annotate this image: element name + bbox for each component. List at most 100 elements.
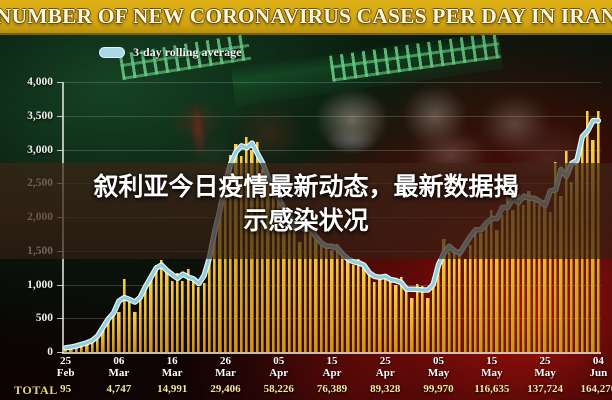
total-value: 4,747 [106, 383, 132, 395]
bar [117, 311, 121, 352]
y-tick [57, 284, 63, 286]
x-axis-tick-label: 25 Apr [375, 355, 395, 379]
gridline [63, 115, 601, 117]
total-value: 29,406 [210, 383, 241, 395]
y-tick [57, 82, 63, 83]
x-label-month: Mar [215, 366, 236, 379]
bar [436, 269, 441, 352]
title-bar: NUMBER OF NEW CORONAVIRUS CASES PER DAY … [0, 0, 612, 35]
y-axis-label: 4,000 [27, 76, 53, 88]
legend-label: 3-day rolling average [133, 45, 242, 59]
x-label-month: Apr [375, 366, 395, 379]
x-axis-tick-label: 26 Mar [215, 355, 236, 379]
bar [175, 272, 180, 352]
x-label-month: Jun [589, 366, 608, 379]
x-label-day: 16 [166, 355, 178, 367]
chart-legend: 3-day rolling average [99, 45, 241, 60]
bar [452, 248, 457, 352]
bar [415, 284, 419, 352]
x-label-day: 25 [539, 355, 551, 367]
x-axis-tick-label: 25 May [534, 355, 556, 379]
gridline [63, 82, 601, 83]
bar [79, 344, 84, 352]
bar [85, 342, 89, 352]
bar [207, 256, 212, 352]
overlay-band [0, 163, 612, 259]
bar [122, 279, 126, 352]
bar [325, 245, 329, 352]
bar [149, 279, 153, 352]
total-value: 76,389 [316, 383, 348, 395]
bar [468, 245, 473, 352]
x-label-day: 15 [486, 355, 498, 367]
bar [330, 249, 334, 352]
bar [197, 286, 201, 352]
total-value: 116,635 [474, 383, 510, 395]
totals-label: TOTAL [14, 383, 58, 397]
totals-row: TOTAL 95 4,747 14,991 29,406 58,226 76,389 89,… [0, 383, 612, 400]
x-axis-labels: 25 Feb 06 Mar 16 Mar 26 Mar 05 Apr 15 Apr 25 Apr 05 May… [57, 355, 607, 382]
y-axis-label: 1,000 [27, 278, 53, 291]
x-label-month: May [534, 366, 556, 379]
bar [399, 276, 403, 352]
bar [106, 315, 110, 352]
total-value: 95 [60, 383, 72, 395]
bar [404, 285, 409, 352]
overlay-headline-line1: 叙利亚今日疫情最新动态，最新数据揭 [93, 172, 519, 201]
bar [202, 282, 206, 352]
bar [420, 286, 425, 352]
bar [143, 287, 148, 352]
x-label-day: 05 [433, 355, 445, 367]
x-axis-tick-label: 06 Mar [109, 355, 130, 379]
y-axis-label: 3,000 [27, 143, 53, 156]
legend-swatch-icon [99, 47, 125, 58]
total-value: 14,991 [157, 383, 188, 395]
bar [154, 265, 158, 352]
x-axis-tick-label: 04 Jun [589, 355, 608, 379]
bar [319, 242, 323, 352]
x-label-month: May [427, 366, 450, 379]
bar [362, 264, 366, 352]
total-value: 58,226 [263, 383, 294, 395]
bar [165, 270, 169, 352]
x-label-day: 04 [592, 355, 604, 367]
bar [346, 261, 350, 352]
x-label-month: May [481, 366, 503, 379]
x-label-month: Feb [56, 366, 75, 379]
x-axis-tick-label: 05 Apr [269, 355, 288, 379]
total-value: 89,328 [370, 383, 401, 395]
bar [383, 274, 387, 352]
x-label-day: 06 [113, 355, 125, 367]
bar [191, 281, 196, 352]
bar [431, 286, 435, 352]
bar [372, 282, 377, 352]
bar [127, 301, 132, 352]
y-axis-label: 3,500 [27, 109, 53, 122]
bar [335, 243, 339, 352]
x-label-day: 25 [60, 355, 72, 367]
page-title: NUMBER OF NEW CORONAVIRUS CASES PER DAY … [0, 4, 612, 28]
bar [378, 275, 382, 352]
y-tick [57, 149, 63, 151]
bar [90, 341, 94, 352]
bar [181, 281, 185, 352]
x-axis-tick-label: 16 Mar [162, 355, 183, 379]
y-tick [57, 352, 63, 353]
bar [351, 264, 355, 352]
bar [447, 251, 451, 352]
total-value: 99,970 [423, 383, 454, 395]
x-axis [62, 352, 601, 354]
x-label-day: 15 [326, 355, 338, 367]
y-axis-label: 500 [35, 312, 53, 325]
bar [458, 252, 462, 352]
bar [133, 311, 137, 352]
bar [101, 329, 105, 352]
x-axis-tick-label: 15 May [481, 355, 503, 379]
bar [111, 312, 116, 352]
x-label-month: Apr [322, 366, 342, 379]
x-axis-tick-label: 15 Apr [322, 355, 342, 379]
x-label-day: 26 [219, 355, 231, 367]
overlay-headline-line2: 示感染状况 [243, 206, 369, 235]
bar [394, 285, 398, 352]
